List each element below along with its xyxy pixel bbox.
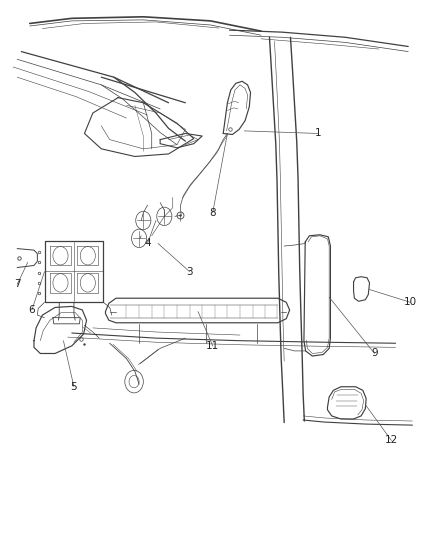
Text: 5: 5 xyxy=(71,382,77,392)
Text: 7: 7 xyxy=(14,279,21,289)
Text: 6: 6 xyxy=(28,305,35,315)
Text: 12: 12 xyxy=(385,435,398,446)
Text: 9: 9 xyxy=(371,349,378,359)
Text: 8: 8 xyxy=(209,208,216,218)
Text: 10: 10 xyxy=(404,297,417,308)
Text: 1: 1 xyxy=(314,128,321,139)
Text: 3: 3 xyxy=(186,266,193,277)
Text: 11: 11 xyxy=(206,341,219,351)
Text: 4: 4 xyxy=(144,238,151,248)
